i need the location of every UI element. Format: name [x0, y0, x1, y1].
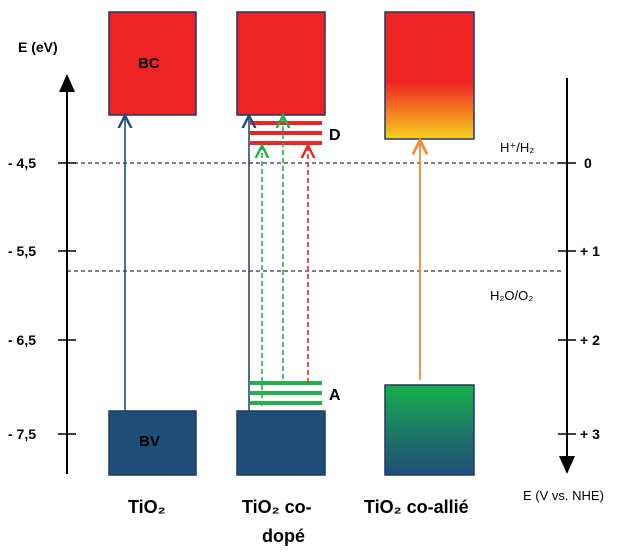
material-label-codoped-line2: dopé [262, 526, 305, 546]
left-axis-title: E (eV) [18, 39, 58, 55]
right-tick-label: + 2 [580, 332, 600, 348]
tio2-conduction-band [108, 11, 197, 116]
valence-band-label: BV [139, 433, 160, 450]
right-axis-title: E (V vs. NHE) [523, 488, 604, 503]
left-tick-label: - 5,5 [8, 243, 36, 259]
right-tick-label: + 1 [580, 243, 600, 259]
right-tick-label: + 3 [580, 426, 600, 442]
o-couple-label: H₂O/O₂ [490, 288, 533, 303]
coalloyed-conduction-band [384, 11, 475, 140]
left-tick-label: - 7,5 [8, 426, 36, 442]
codoped-conduction-band [236, 11, 326, 116]
material-label-tio2: TiO₂ [128, 497, 166, 517]
material-label-codoped-line1: TiO₂ co- [242, 497, 312, 517]
left-tick-label: - 4,5 [8, 155, 36, 171]
donor-label: D [329, 127, 341, 144]
tio2-valence-band [108, 410, 197, 476]
codoped-valence-band [236, 410, 326, 476]
material-label-coalloyed: TiO₂ co-allié [364, 497, 469, 517]
right-tick-label: 0 [584, 155, 592, 171]
h-couple-label: H⁺/H₂ [500, 140, 534, 155]
acceptor-label: A [329, 387, 341, 404]
left-tick-label: - 6,5 [8, 332, 36, 348]
coalloyed-valence-band [384, 384, 475, 476]
conduction-band-label: BC [138, 55, 160, 72]
